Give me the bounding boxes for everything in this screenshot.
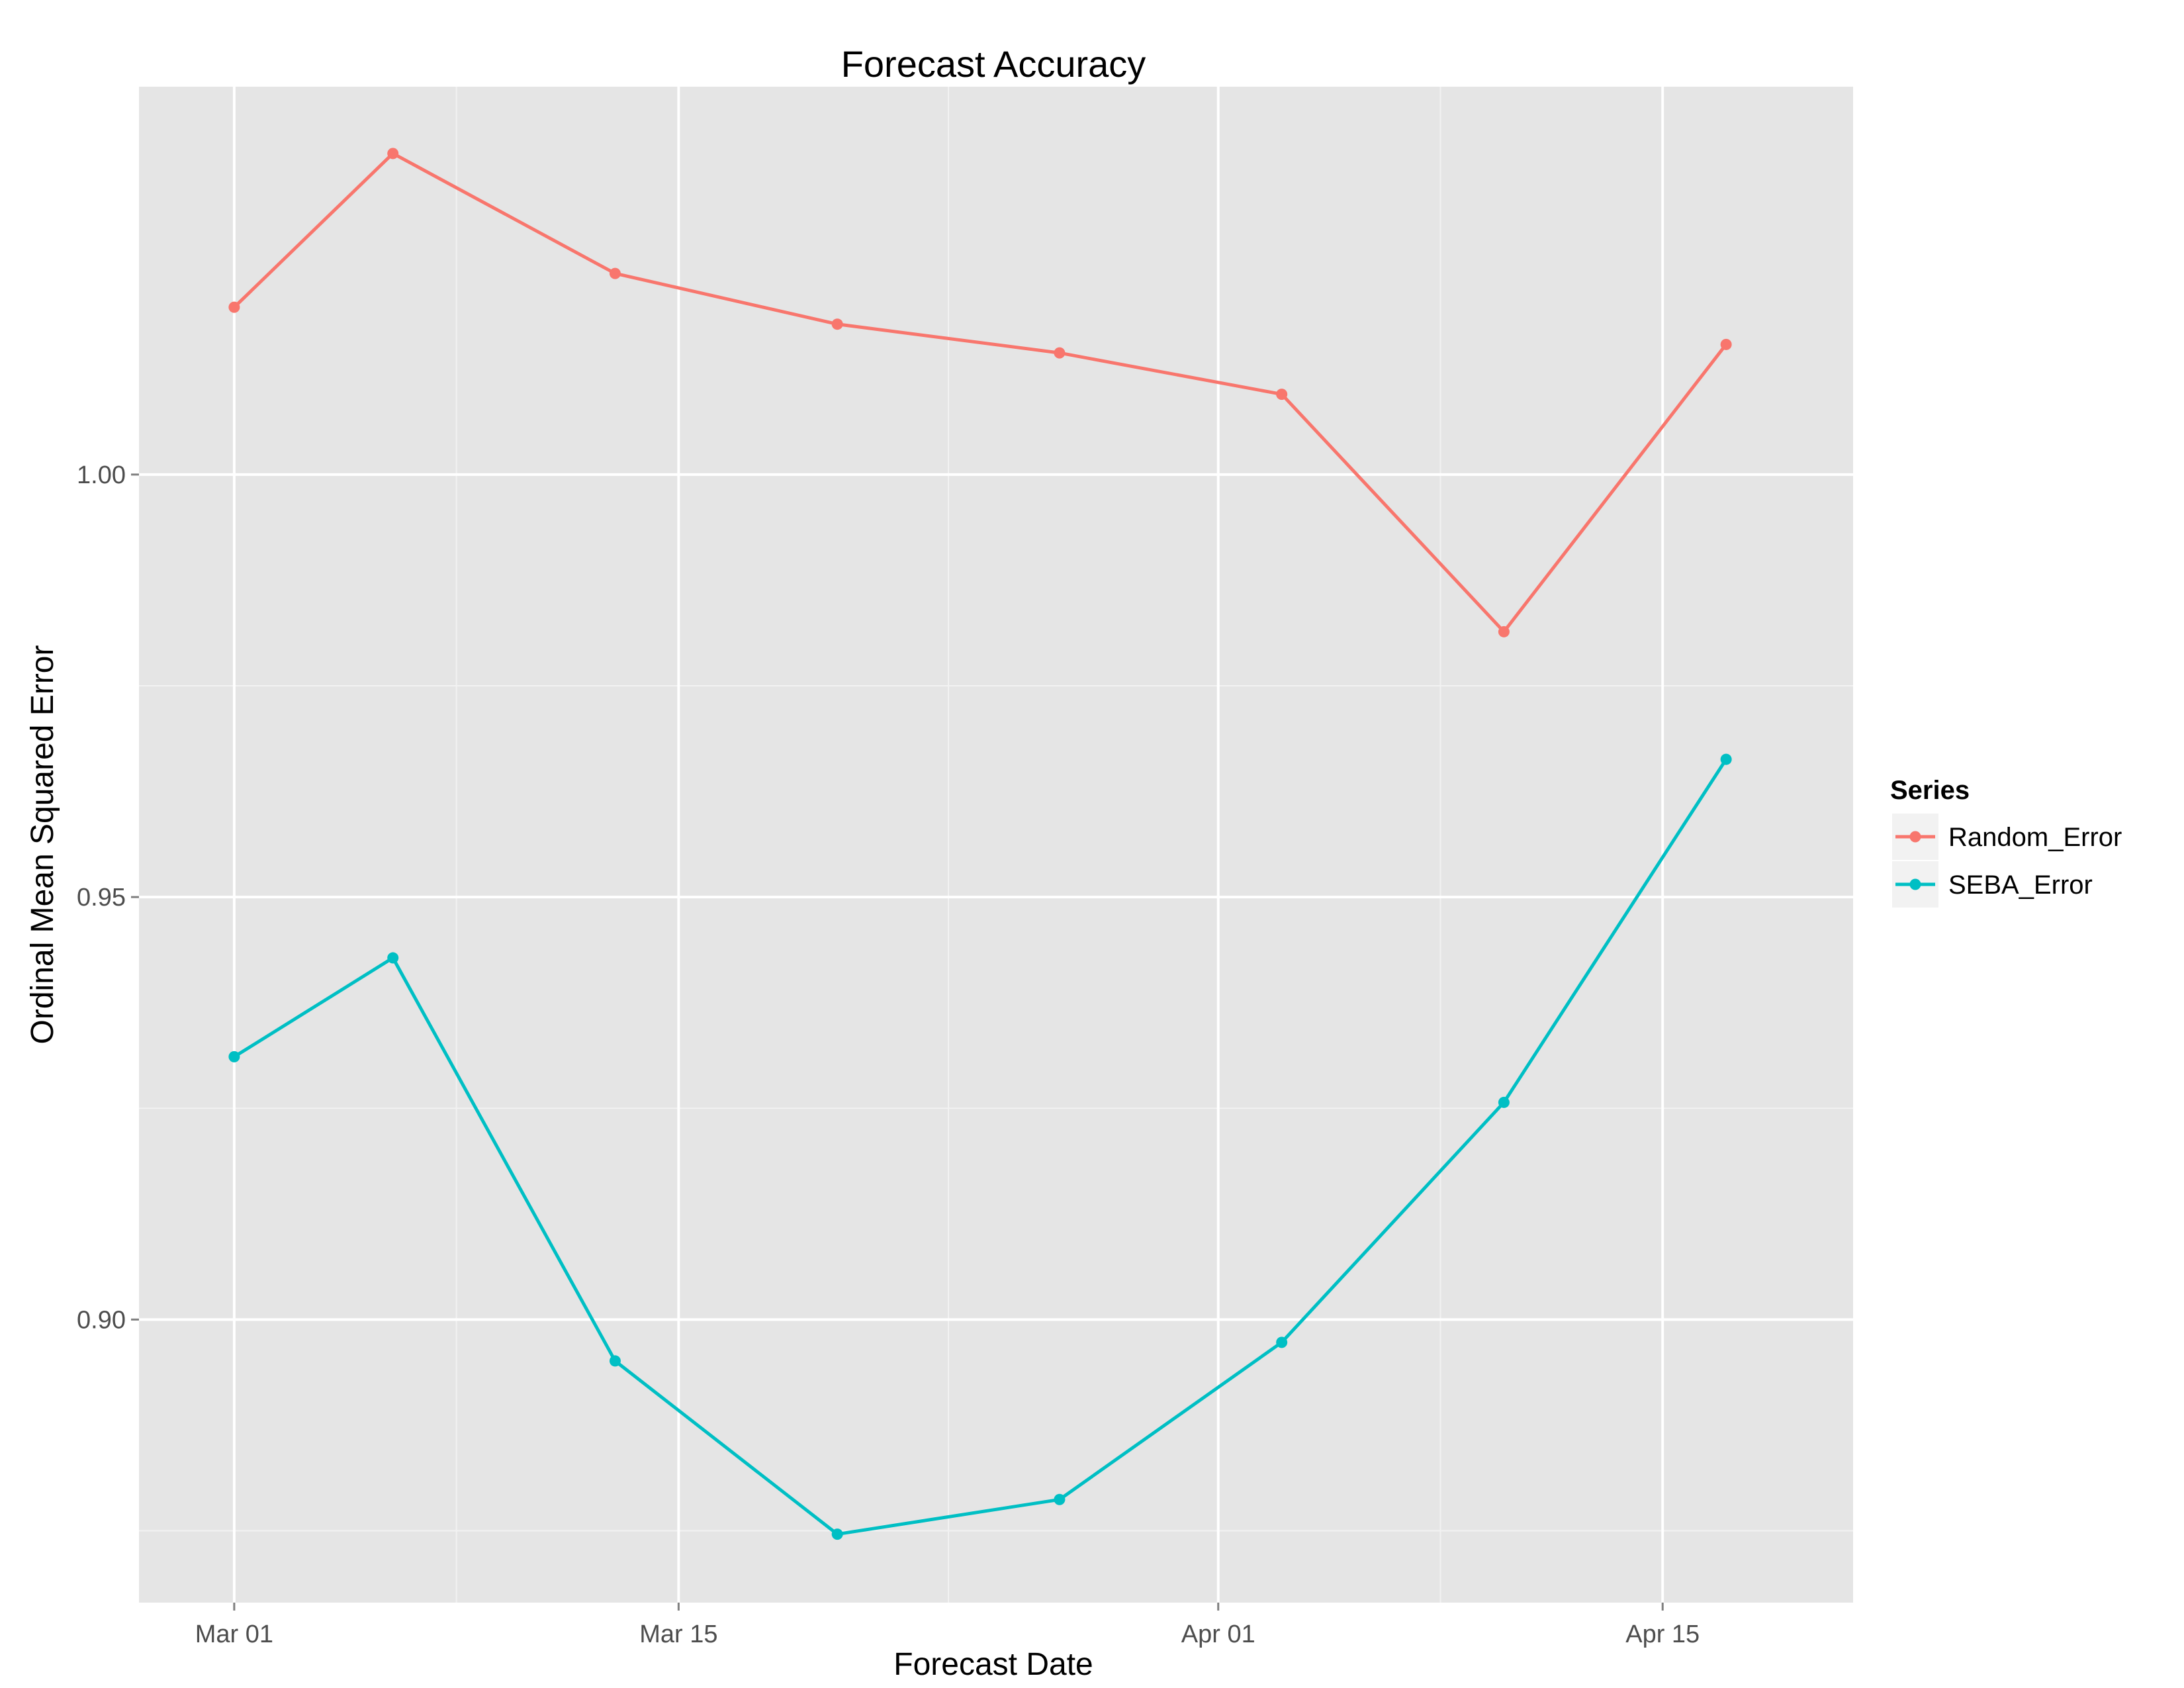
series-layer [228, 148, 1732, 1540]
data-point-random-error [831, 318, 843, 330]
legend-label-random-error: Random_Error [1948, 823, 2122, 852]
y-axis: 0.90 0.95 1.00 [77, 461, 139, 1334]
data-point-random-error [387, 148, 399, 160]
x-axis: Mar 01 Mar 15 Apr 01 Apr 15 [195, 1603, 1700, 1648]
major-gridlines [139, 87, 1853, 1603]
legend: Series Random_Error SEBA_Error [1890, 776, 2122, 909]
data-point-random-error [609, 267, 621, 279]
data-point-seba-error [609, 1355, 621, 1367]
y-tick-label: 0.95 [77, 884, 126, 912]
plot-panel [139, 87, 1853, 1603]
data-point-seba-error [1720, 753, 1732, 765]
x-axis-title: Forecast Date [893, 1647, 1093, 1682]
y-tick-label: 1.00 [77, 461, 126, 489]
chart-title: Forecast Accuracy [841, 43, 1146, 85]
data-point-random-error [1054, 347, 1066, 359]
x-tick-label: Mar 15 [639, 1620, 717, 1648]
x-tick-label: Apr 01 [1181, 1620, 1255, 1648]
data-point-seba-error [1054, 1493, 1066, 1505]
data-point-seba-error [1276, 1336, 1288, 1348]
data-point-seba-error [228, 1051, 240, 1062]
data-point-random-error [1720, 338, 1732, 350]
y-axis-title: Ordinal Mean Squared Error [25, 645, 60, 1045]
data-point-random-error [1276, 389, 1288, 400]
x-tick-label: Mar 01 [195, 1620, 273, 1648]
legend-title: Series [1890, 776, 1970, 805]
series-line-seba-error [233, 758, 1728, 1536]
data-point-seba-error [387, 952, 399, 964]
legend-label-seba-error: SEBA_Error [1948, 870, 2093, 900]
data-point-random-error [1498, 626, 1510, 637]
data-point-seba-error [1498, 1096, 1510, 1108]
x-tick-label: Apr 15 [1625, 1620, 1700, 1648]
legend-key-point-random-error [1909, 831, 1921, 843]
data-point-random-error [228, 301, 240, 313]
data-point-seba-error [831, 1528, 843, 1540]
y-tick-label: 0.90 [77, 1306, 126, 1334]
series-line-random-error [233, 152, 1728, 633]
legend-key-point-seba-error [1909, 878, 1921, 890]
